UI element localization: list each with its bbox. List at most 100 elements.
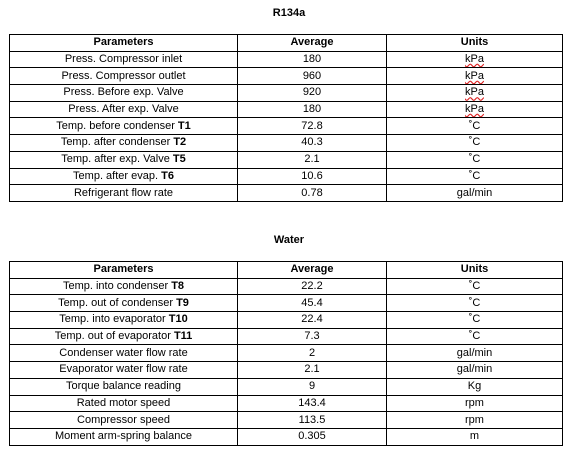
unit-label: ˚C (468, 136, 481, 149)
unit-label: gal/min (456, 363, 493, 376)
parameter-cell: Temp. into evaporator T10 (9, 311, 238, 329)
average-cell: 72.8 (237, 117, 387, 136)
table-row: Temp. before condenser T1 72.8 ˚C (9, 117, 563, 136)
parameter-cell: Press. After exp. Valve (9, 100, 238, 119)
unit-cell: ˚C (386, 277, 563, 296)
unit-label: Kg (467, 380, 482, 393)
average-cell: 960 (237, 67, 387, 86)
unit-label: rpm (465, 396, 484, 409)
unit-label: ˚C (468, 169, 481, 182)
parameter-label: Temp. after exp. Valve (61, 153, 173, 166)
sensor-tag: T2 (173, 136, 187, 149)
unit-cell: ˚C (386, 327, 563, 346)
parameter-cell: Temp. out of condenser T9 (9, 294, 238, 313)
table-header-row: Parameters Average Units (9, 261, 563, 279)
average-cell: 40.3 (237, 134, 387, 152)
parameter-label: Temp. into evaporator (59, 313, 169, 326)
sensor-tag: T11 (173, 330, 193, 343)
header-parameters: Parameters (9, 261, 238, 279)
average-cell: 2 (237, 344, 387, 363)
parameter-label: Temp. out of condenser (58, 296, 177, 309)
unit-label: ˚C (468, 280, 481, 293)
unit-cell: gal/min (386, 361, 563, 379)
table-row: Temp. after exp. Valve T5 2.1 ˚C (9, 150, 563, 169)
average-cell: 180 (237, 100, 387, 119)
average-cell: 2.1 (237, 361, 387, 379)
average-cell: 9 (237, 377, 387, 396)
table-row: Compressor speed 113.5 rpm (9, 411, 563, 429)
parameter-label: Temp. after evap. (73, 169, 162, 182)
parameter-cell: Torque balance reading (9, 377, 238, 396)
average-cell: 0.78 (237, 184, 387, 202)
sensor-tag: T6 (161, 169, 174, 182)
sensor-tag: T5 (172, 153, 186, 166)
table-row: Temp. into condenser T8 22.2 ˚C (9, 277, 563, 296)
parameter-label: Torque balance reading (66, 380, 181, 393)
average-cell: 2.1 (237, 150, 387, 169)
header-average: Average (237, 34, 387, 52)
average-cell: 180 (237, 50, 387, 69)
table-row: Press. Compressor outlet 960 kPa (9, 67, 563, 86)
unit-label: kPa (465, 69, 484, 82)
header-parameters: Parameters (9, 34, 238, 52)
average-cell: 113.5 (237, 411, 387, 429)
parameter-label: Press. Compressor inlet (64, 53, 183, 66)
table-row: Press. After exp. Valve 180 kPa (9, 100, 563, 119)
unit-cell: kPa (386, 100, 563, 119)
unit-label: ˚C (468, 330, 481, 343)
header-average: Average (237, 261, 387, 279)
unit-cell: kPa (386, 84, 563, 102)
unit-cell: ˚C (386, 117, 563, 136)
parameter-cell: Rated motor speed (9, 394, 238, 413)
sensor-tag: T1 (177, 119, 191, 132)
parameter-cell: Moment arm-spring balance (9, 427, 238, 446)
parameter-cell: Press. Before exp. Valve (9, 84, 238, 102)
table-row: Evaporator water flow rate 2.1 gal/min (9, 361, 563, 379)
table-row: Condenser water flow rate 2 gal/min (9, 344, 563, 363)
parameter-cell: Press. Compressor inlet (9, 50, 238, 69)
table-row: Refrigerant flow rate 0.78 gal/min (9, 184, 563, 202)
parameter-label: Evaporator water flow rate (59, 363, 188, 376)
unit-label: rpm (465, 413, 484, 426)
parameter-label: Temp. out of evaporator (54, 330, 174, 343)
table-row: Rated motor speed 143.4 rpm (9, 394, 563, 413)
parameter-cell: Press. Compressor outlet (9, 67, 238, 86)
parameter-cell: Temp. out of evaporator T11 (9, 327, 238, 346)
table-row: Temp. after evap. T6 10.6 ˚C (9, 167, 563, 186)
parameter-label: Temp. after condenser (60, 136, 174, 149)
r134a-section-title: R134a (272, 7, 306, 19)
unit-cell: ˚C (386, 311, 563, 329)
unit-cell: m (386, 427, 563, 446)
parameter-label: Press. Compressor outlet (61, 69, 186, 82)
unit-cell: Kg (386, 377, 563, 396)
unit-cell: ˚C (386, 294, 563, 313)
table-row: Press. Before exp. Valve 920 kPa (9, 84, 563, 102)
parameter-label: Compressor speed (77, 413, 170, 426)
average-cell: 10.6 (237, 167, 387, 186)
header-units: Units (386, 261, 563, 279)
parameter-label: Refrigerant flow rate (73, 186, 174, 199)
parameter-label: Condenser water flow rate (59, 346, 188, 359)
average-cell: 45.4 (237, 294, 387, 313)
unit-cell: ˚C (386, 134, 563, 152)
table-row: Temp. out of evaporator T11 7.3 ˚C (9, 327, 563, 346)
parameter-cell: Temp. into condenser T8 (9, 277, 238, 296)
parameter-cell: Compressor speed (9, 411, 238, 429)
average-cell: 143.4 (237, 394, 387, 413)
unit-label: ˚C (468, 313, 481, 326)
unit-cell: rpm (386, 394, 563, 413)
parameter-label: Rated motor speed (76, 396, 171, 409)
unit-cell: kPa (386, 67, 563, 86)
table-row: Moment arm-spring balance 0.305 m (9, 427, 563, 446)
table-row: Press. Compressor inlet 180 kPa (9, 50, 563, 69)
unit-cell: rpm (386, 411, 563, 429)
unit-label: m (469, 430, 480, 443)
parameter-label: Temp. before condenser (56, 119, 178, 132)
parameter-cell: Condenser water flow rate (9, 344, 238, 363)
unit-cell: gal/min (386, 344, 563, 363)
parameter-cell: Temp. before condenser T1 (9, 117, 238, 136)
unit-label: kPa (465, 86, 484, 99)
unit-cell: gal/min (386, 184, 563, 202)
parameter-cell: Temp. after exp. Valve T5 (9, 150, 238, 169)
unit-cell: ˚C (386, 167, 563, 186)
